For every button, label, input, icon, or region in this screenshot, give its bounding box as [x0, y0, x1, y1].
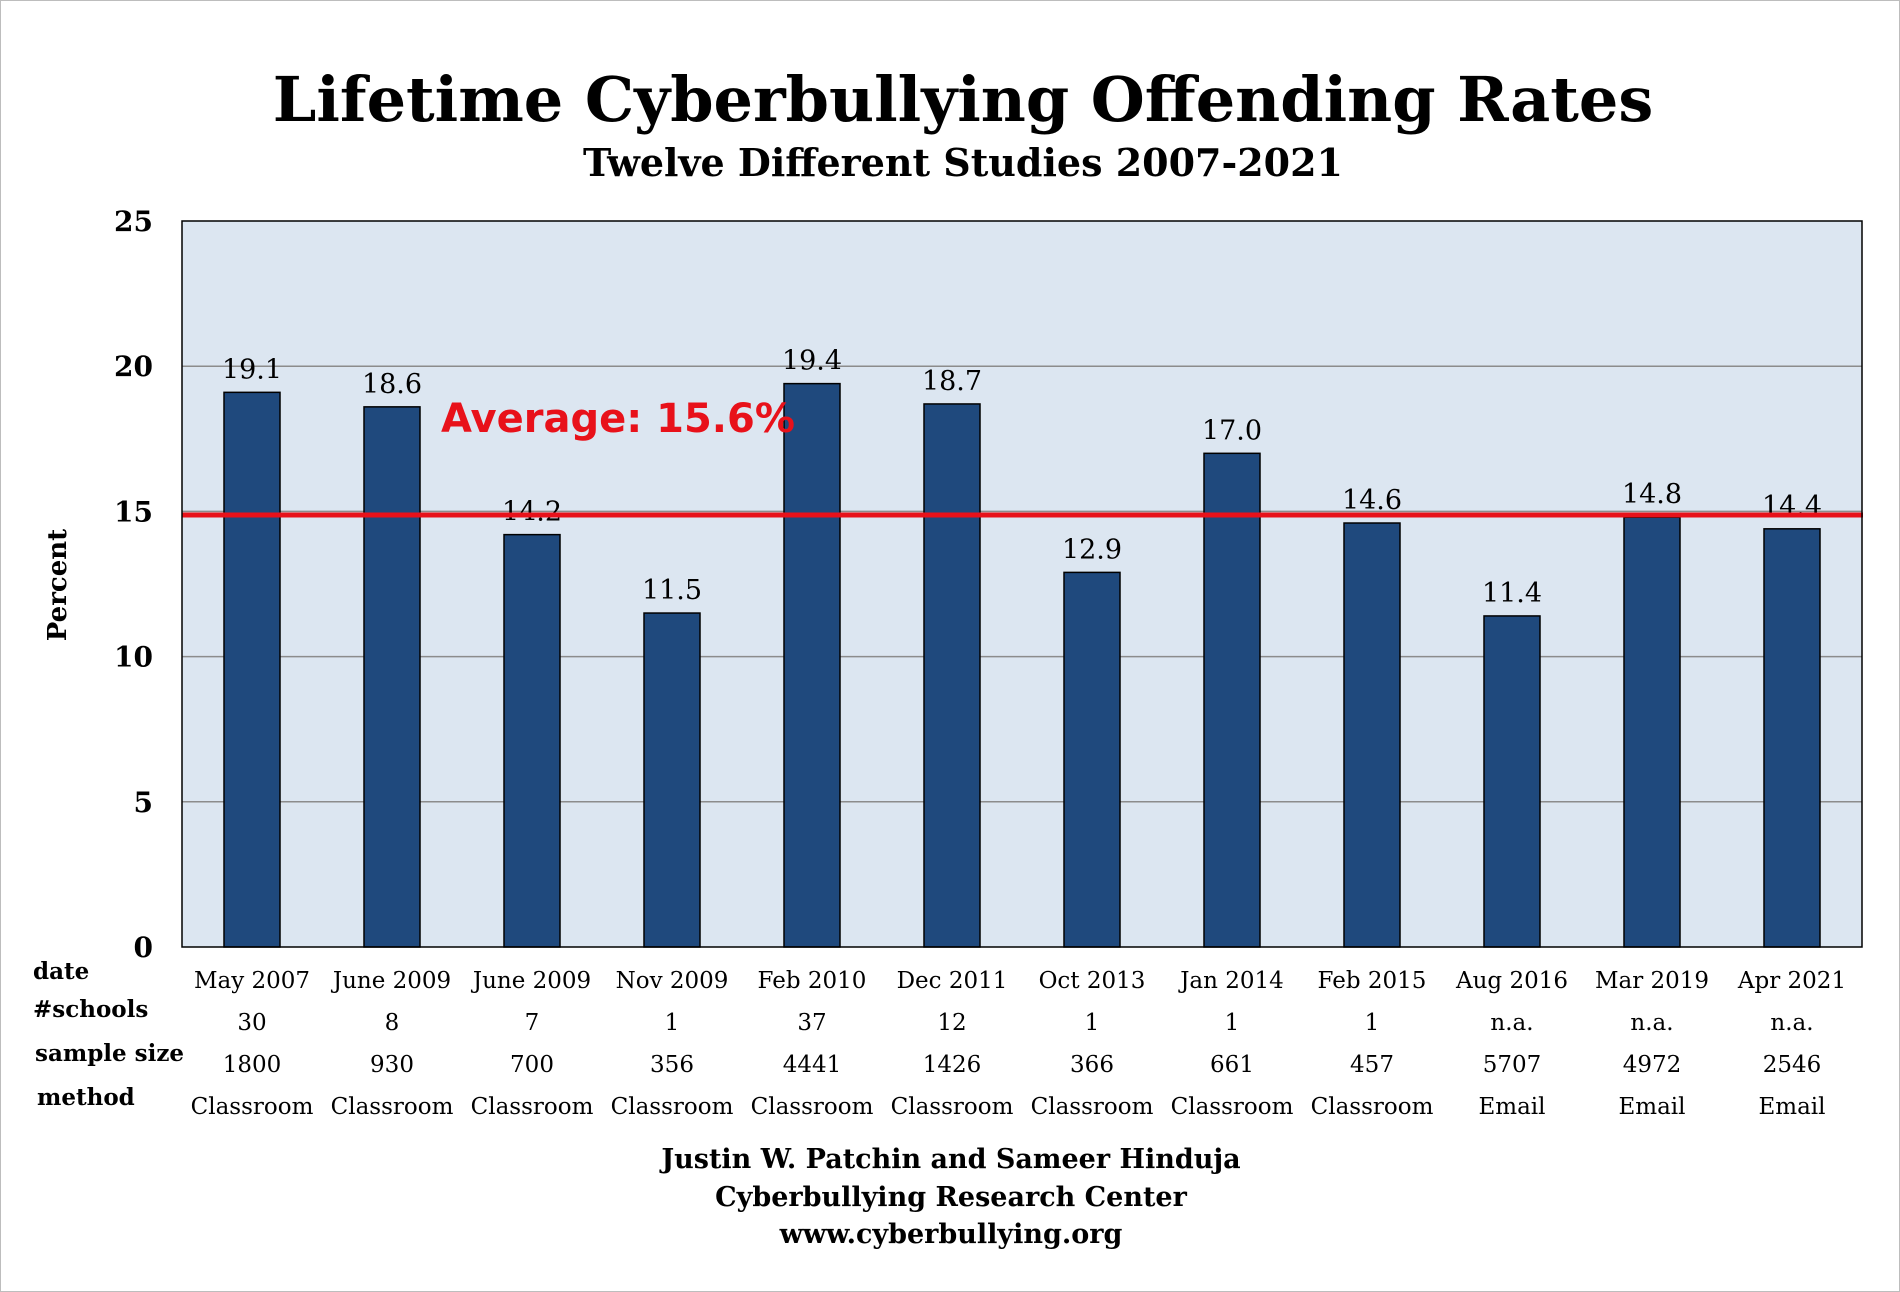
bar	[1483, 615, 1541, 948]
date-cell: May 2007	[194, 968, 310, 994]
schools-cell: 1	[1225, 1010, 1240, 1036]
date-cell: Oct 2013	[1039, 968, 1146, 994]
chart-subtitle: Twelve Different Studies 2007-2021	[583, 140, 1343, 185]
bar-value-label: 14.2	[502, 497, 562, 528]
schools-cell: n.a.	[1490, 1010, 1533, 1036]
method-cell: Classroom	[191, 1094, 314, 1120]
schools-cell: 1	[665, 1010, 680, 1036]
schools-cell: n.a.	[1630, 1010, 1673, 1036]
plot-frame	[181, 220, 1863, 948]
method-cell: Classroom	[331, 1094, 454, 1120]
schools-cell: 7	[525, 1010, 540, 1036]
bar-value-label: 14.8	[1622, 479, 1682, 510]
method-cell: Classroom	[1031, 1094, 1154, 1120]
schools-cell: 8	[385, 1010, 400, 1036]
bar	[223, 391, 281, 948]
credit-organization: Cyberbullying Research Center	[715, 1182, 1187, 1213]
credit-authors: Justin W. Patchin and Sameer Hinduja	[659, 1144, 1240, 1175]
sample-size-cell: 661	[1210, 1052, 1254, 1078]
bar	[1063, 571, 1121, 948]
method-cell: Classroom	[1311, 1094, 1434, 1120]
y-tick-label: 0	[134, 931, 153, 964]
y-tick-label: 5	[134, 786, 153, 819]
bar	[363, 406, 421, 948]
row-header-date: date	[33, 958, 89, 985]
bar-value-label: 18.7	[922, 366, 982, 397]
date-cell: Mar 2019	[1595, 968, 1709, 994]
sample-size-cell: 2546	[1763, 1052, 1822, 1078]
bar-value-label: 19.4	[782, 346, 842, 377]
method-cell: Email	[1478, 1094, 1545, 1120]
sample-size-cell: 930	[370, 1052, 414, 1078]
schools-cell: 12	[937, 1010, 966, 1036]
sample-size-cell: 1800	[223, 1052, 282, 1078]
bar-value-label: 19.1	[222, 354, 282, 385]
credit-website: www.cyberbullying.org	[779, 1219, 1123, 1250]
row-header-method: method	[37, 1084, 135, 1111]
chart-title: Lifetime Cyberbullying Offending Rates	[273, 63, 1654, 136]
date-cell: Dec 2011	[897, 968, 1008, 994]
bar	[783, 382, 841, 948]
method-cell: Email	[1758, 1094, 1825, 1120]
sample-size-cell: 1426	[923, 1052, 982, 1078]
bar	[1763, 528, 1821, 948]
y-tick-label: 25	[114, 205, 153, 238]
row-header-sample-size: sample size	[35, 1040, 184, 1067]
bar	[1343, 522, 1401, 948]
date-cell: Apr 2021	[1737, 968, 1846, 994]
schools-cell: 37	[797, 1010, 826, 1036]
schools-cell: 1	[1365, 1010, 1380, 1036]
date-cell: Nov 2009	[616, 968, 729, 994]
bar-value-label: 11.4	[1482, 578, 1542, 609]
bar-value-label: 17.0	[1202, 415, 1262, 446]
bar	[643, 612, 701, 948]
date-cell: Aug 2016	[1455, 968, 1568, 994]
bar-value-label: 18.6	[362, 369, 422, 400]
method-cell: Classroom	[751, 1094, 874, 1120]
bar	[923, 403, 981, 948]
schools-cell: 1	[1085, 1010, 1100, 1036]
sample-size-cell: 700	[510, 1052, 554, 1078]
schools-cell: 30	[237, 1010, 266, 1036]
y-axis-label: Percent	[43, 529, 73, 641]
plot-area	[182, 221, 1862, 947]
bar	[1623, 516, 1681, 948]
sample-size-cell: 356	[650, 1052, 694, 1078]
method-cell: Classroom	[611, 1094, 734, 1120]
bar-value-label: 14.6	[1342, 485, 1402, 516]
sample-size-cell: 5707	[1483, 1052, 1542, 1078]
row-header-schools: #schools	[33, 996, 148, 1023]
y-tick-label: 10	[114, 641, 153, 674]
date-cell: June 2009	[471, 968, 591, 994]
bar-value-label: 11.5	[642, 575, 702, 606]
y-tick-label: 20	[114, 350, 153, 383]
date-cell: June 2009	[331, 968, 451, 994]
method-cell: Email	[1618, 1094, 1685, 1120]
sample-size-cell: 4441	[783, 1052, 842, 1078]
schools-cell: n.a.	[1770, 1010, 1813, 1036]
method-cell: Classroom	[1171, 1094, 1294, 1120]
sample-size-cell: 366	[1070, 1052, 1114, 1078]
date-cell: Feb 2010	[758, 968, 867, 994]
method-cell: Classroom	[471, 1094, 594, 1120]
y-tick-label: 15	[114, 495, 153, 528]
sample-size-cell: 457	[1350, 1052, 1394, 1078]
date-cell: Jan 2014	[1178, 968, 1284, 994]
average-label: Average: 15.6%	[441, 396, 795, 442]
date-cell: Feb 2015	[1318, 968, 1427, 994]
sample-size-cell: 4972	[1623, 1052, 1682, 1078]
bar-value-label: 12.9	[1062, 534, 1122, 565]
bar	[1203, 452, 1261, 948]
method-cell: Classroom	[891, 1094, 1014, 1120]
bar	[503, 533, 561, 948]
